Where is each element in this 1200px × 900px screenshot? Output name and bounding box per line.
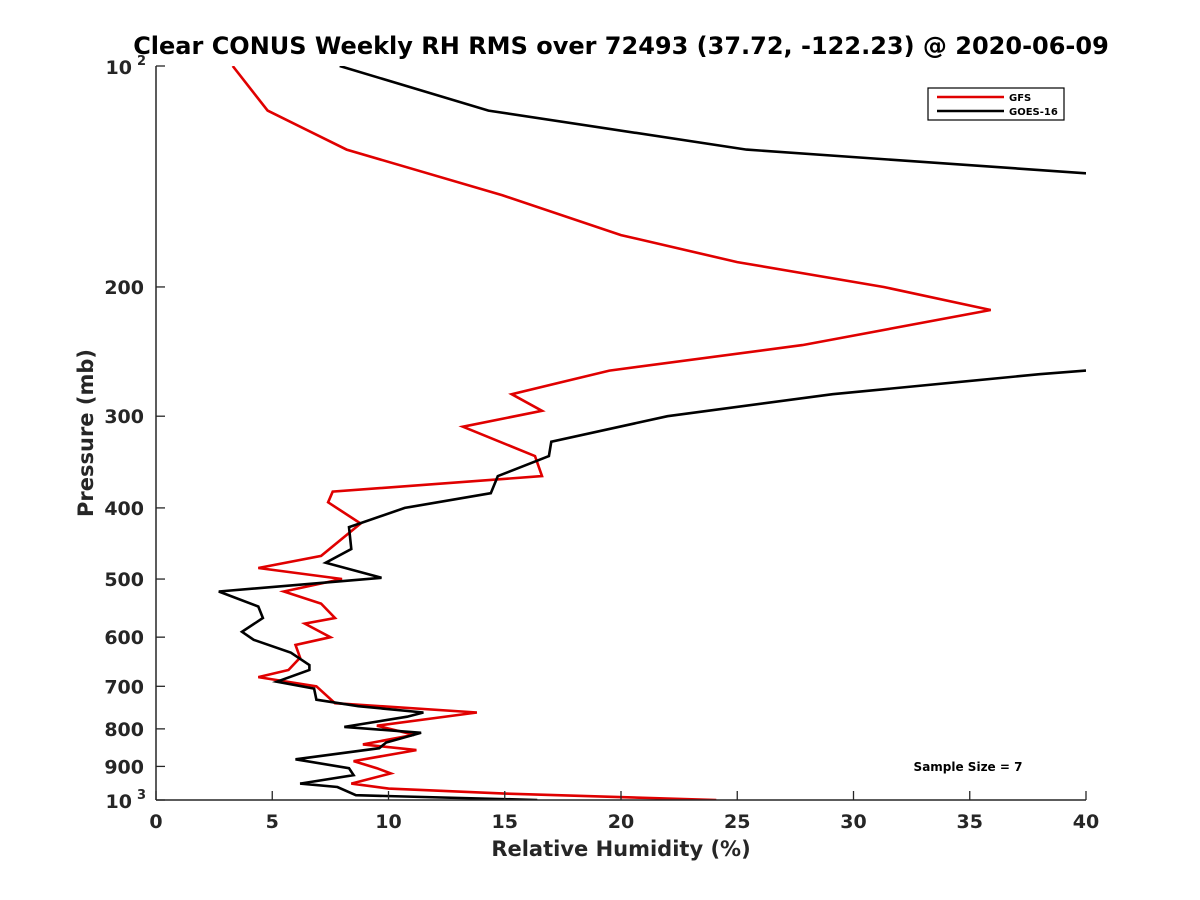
chart-title: Clear CONUS Weekly RH RMS over 72493 (37…: [133, 32, 1109, 60]
x-tick-label: 5: [266, 811, 279, 833]
y-tick-label: 10: [106, 57, 132, 79]
series-line-goes16-lower: [218, 369, 1086, 800]
series-line-goes16: [339, 66, 1086, 175]
y-tick-label: 700: [104, 676, 144, 698]
y-tick-label: 800: [104, 719, 144, 741]
plot-area: [218, 66, 1086, 800]
sample-size-annotation: Sample Size = 7: [914, 760, 1023, 774]
y-tick-label: 600: [104, 627, 144, 649]
y-tick-label: 400: [104, 498, 144, 520]
x-axis-label: Relative Humidity (%): [491, 837, 750, 861]
series-line-gfs: [231, 66, 991, 800]
y-tick-label: 200: [104, 277, 144, 299]
x-tick-label: 20: [608, 811, 634, 833]
y-tick-exponent: 3: [137, 788, 146, 803]
y-tick-label: 900: [104, 756, 144, 778]
x-tick-label: 25: [724, 811, 750, 833]
x-tick-label: 15: [492, 811, 518, 833]
x-tick-label: 35: [957, 811, 983, 833]
x-tick-label: 0: [149, 811, 162, 833]
legend-box: [927, 87, 1065, 121]
axes: 0 5 10 15 20 25 30 35 40 10 2 200 300 400 500 600 700 800…: [104, 54, 1099, 833]
y-tick-label: 300: [104, 406, 144, 428]
y-tick-label: 500: [104, 569, 144, 591]
x-tick-label: 10: [375, 811, 401, 833]
x-tick-label: 40: [1073, 811, 1099, 833]
y-tick-label: 10: [106, 791, 132, 813]
legend-entry-gfs: GFS: [1009, 93, 1031, 104]
y-tick-exponent: 2: [137, 54, 146, 69]
y-axis-label: Pressure (mb): [74, 349, 98, 517]
x-tick-label: 30: [840, 811, 866, 833]
legend: GFS GOES-16: [927, 87, 1065, 121]
legend-entry-goes16: GOES-16: [1009, 107, 1058, 118]
